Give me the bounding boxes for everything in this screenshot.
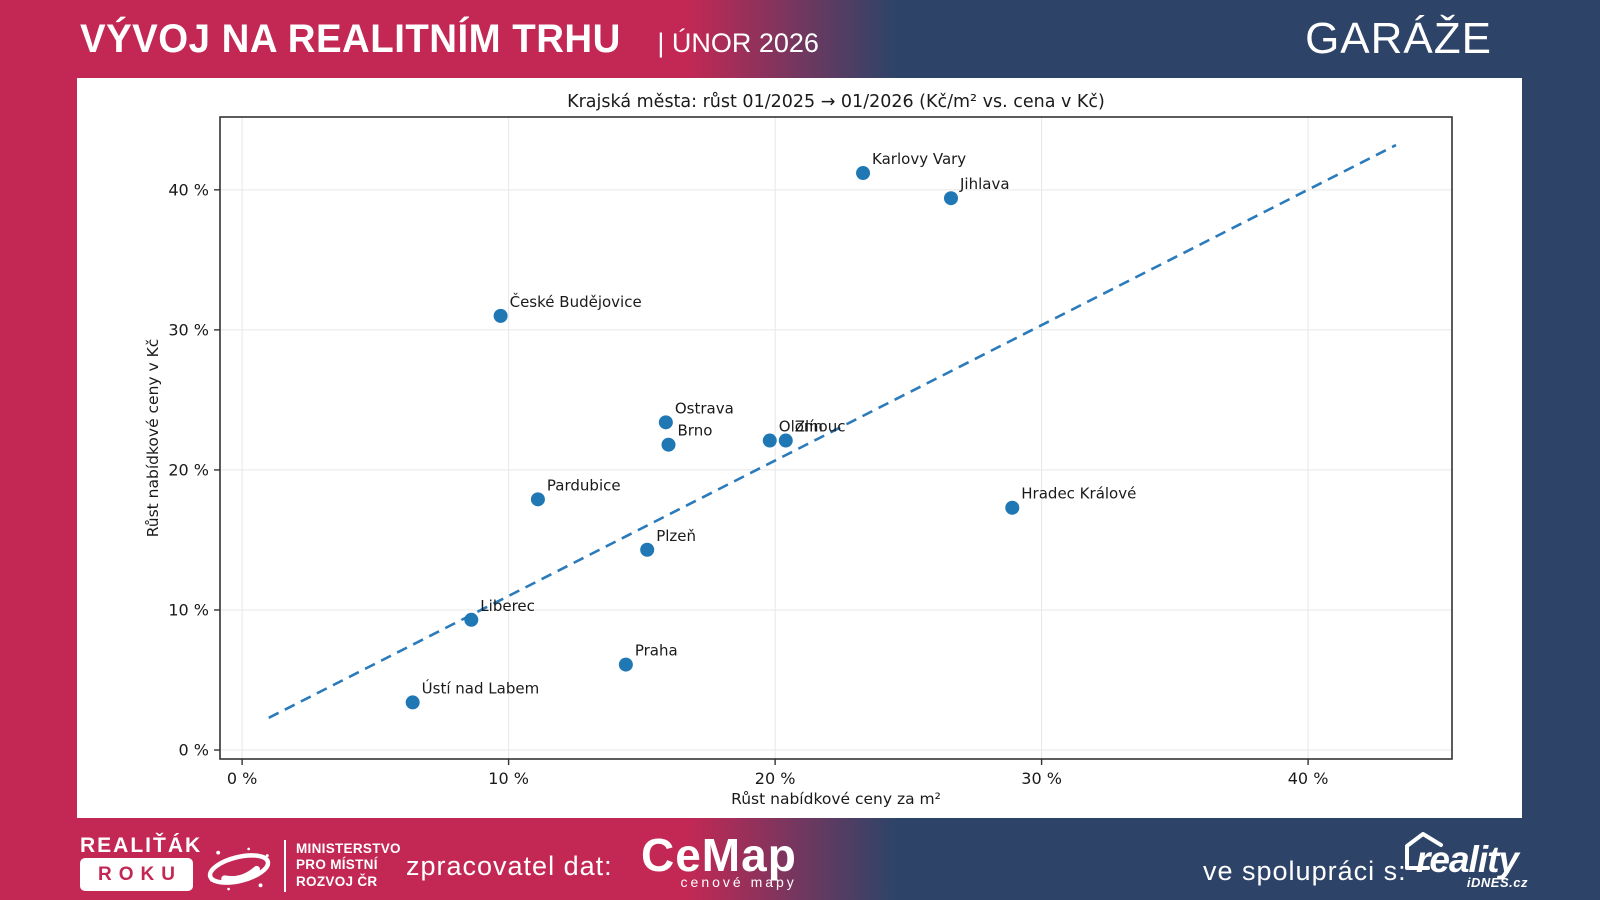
point-label: Brno (678, 422, 713, 440)
x-axis-label: Růst nabídkové ceny za m² (731, 790, 941, 808)
point-label: Liberec (480, 597, 535, 615)
house-icon (1405, 832, 1443, 870)
page-title: VÝVOJ NA REALITNÍM TRHU (80, 16, 621, 61)
data-point (1005, 500, 1020, 515)
data-point (943, 191, 958, 206)
x-tick-label: 20 % (755, 769, 796, 788)
chart-title: Krajská města: růst 01/2025 → 01/2026 (K… (567, 92, 1105, 112)
point-label: Ústí nad Labem (422, 678, 540, 697)
data-point (405, 695, 420, 710)
y-axis-label: Růst nabídkové ceny v Kč (144, 339, 162, 538)
x-tick-label: 40 % (1288, 769, 1329, 788)
data-point (493, 308, 508, 323)
data-point (530, 492, 545, 507)
footer-divider (284, 840, 286, 892)
data-point (661, 437, 676, 452)
footer: REALIŤÁK ROKU MINISTERSTVO PRO MÍSTNÍ RO… (0, 818, 1600, 900)
scatter-chart: Karlovy Vary Jihlava České Budějovice Ostra… (144, 92, 1453, 808)
cemap-logo: CeMap cenové mapy (641, 824, 797, 890)
y-tick-label: 30 % (168, 320, 209, 339)
data-point (778, 433, 793, 448)
header: VÝVOJ NA REALITNÍM TRHU | ÚNOR 2026 GARÁ… (0, 0, 1600, 78)
chart-panel: Karlovy Vary Jihlava České Budějovice Ostra… (77, 78, 1522, 818)
point-label: České Budějovice (510, 292, 642, 311)
data-point (762, 433, 777, 448)
cemap-logo-tagline: cenové mapy (680, 874, 797, 891)
ministry-logo-text: MINISTERSTVO PRO MÍSTNÍ ROZVOJ ČR (296, 841, 401, 890)
reality-logo-sub: iDNES.cz (1466, 875, 1528, 891)
cemap-logo-name: CeMap (641, 829, 797, 881)
data-point (618, 657, 633, 672)
y-tick-label: 10 % (168, 600, 209, 619)
plot-border (219, 116, 1453, 760)
data-point (640, 542, 655, 557)
point-label: Zlín (795, 418, 823, 436)
point-label: Hradec Králové (1021, 485, 1136, 503)
ministry-line: MINISTERSTVO (296, 841, 401, 856)
point-label: Jihlava (959, 175, 1010, 193)
x-tick-label: 10 % (488, 769, 529, 788)
y-tick-label: 0 % (179, 741, 209, 760)
point-label: Ostrava (675, 399, 734, 417)
award-logo-badge: ROKU (80, 858, 193, 891)
data-provider-label: zpracovatel dat: (406, 851, 613, 881)
y-tick-label: 40 % (168, 180, 209, 199)
reality-idnes-logo: reality iDNES.cz (1405, 832, 1528, 891)
award-logo-title: REALIŤÁK (80, 834, 203, 857)
x-tick-label: 30 % (1021, 769, 1062, 788)
data-point (658, 415, 673, 430)
category-label: GARÁŽE (1305, 14, 1492, 63)
y-tick-label: 20 % (168, 460, 209, 479)
ministry-line: ROZVOJ ČR (296, 873, 378, 889)
trendline (268, 143, 1397, 719)
data-point (464, 612, 479, 627)
mmr-swirl-icon (207, 847, 271, 891)
point-label: Karlovy Vary (872, 150, 966, 168)
point-label: Olomouc (779, 418, 846, 436)
point-label: Plzeň (656, 527, 696, 545)
point-label: Praha (635, 642, 678, 660)
reality-logo-name: reality (1416, 839, 1519, 880)
partner-label: ve spolupráci s: (1203, 856, 1407, 886)
header-title-group: VÝVOJ NA REALITNÍM TRHU | ÚNOR 2026 (80, 17, 819, 62)
page-subtitle: | ÚNOR 2026 (657, 27, 819, 58)
point-label: Pardubice (547, 476, 621, 494)
x-tick-label: 0 % (227, 769, 257, 788)
data-point (856, 166, 871, 181)
ministry-line: PRO MÍSTNÍ (296, 857, 378, 873)
